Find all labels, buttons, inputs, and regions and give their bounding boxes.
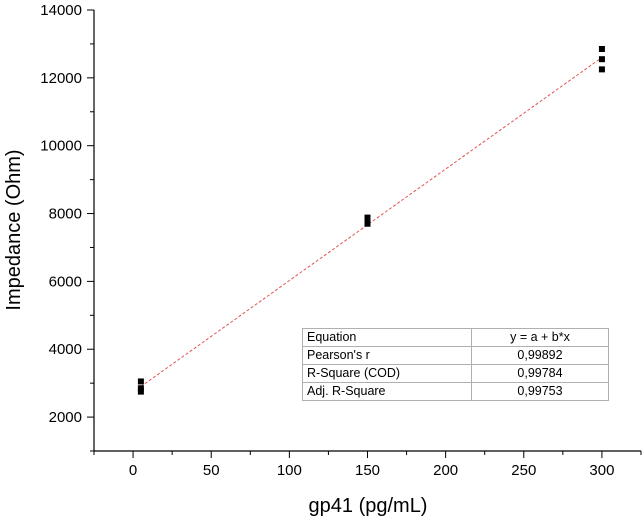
- data-points: [137, 46, 605, 395]
- x-tick-label: 250: [511, 462, 536, 479]
- x-tick-label: 100: [277, 462, 302, 479]
- stat-key: Equation: [302, 328, 472, 347]
- axes: [87, 9, 642, 458]
- fit-line-group: [140, 57, 603, 387]
- x-tick-label: 50: [203, 462, 220, 479]
- data-point: [598, 56, 605, 63]
- x-tick-label: 0: [129, 462, 137, 479]
- stat-value: 0,99892: [471, 346, 609, 365]
- x-axis-label: gp41 (pg/mL): [309, 495, 428, 517]
- data-point: [598, 46, 605, 53]
- y-tick-label: 6000: [49, 273, 82, 290]
- table-row: R-Square (COD) 0,99784: [302, 364, 609, 383]
- data-point: [137, 378, 144, 385]
- y-tick-label: 4000: [49, 341, 82, 358]
- data-point: [598, 66, 605, 73]
- data-point: [364, 220, 371, 227]
- stat-key: R-Square (COD): [302, 364, 472, 383]
- stat-value: y = a + b*x: [471, 328, 609, 347]
- x-tick-label: 300: [589, 462, 614, 479]
- data-point: [137, 385, 144, 392]
- table-row: Equation y = a + b*x: [302, 328, 609, 347]
- tick-labels: 0 50 100 150 200 250 300 2000 4000 6000 8000 10000 1…: [40, 2, 614, 479]
- x-tick-label: 200: [433, 462, 458, 479]
- y-tick-label: 14000: [40, 2, 82, 19]
- y-tick-label: 8000: [49, 206, 82, 223]
- fit-line: [140, 57, 603, 387]
- table-row: Pearson's r 0,99892: [302, 346, 609, 365]
- stat-key: Adj. R-Square: [302, 382, 472, 401]
- x-tick-label: 150: [355, 462, 380, 479]
- stat-value: 0,99784: [471, 364, 609, 383]
- y-tick-label: 12000: [40, 70, 82, 87]
- regression-stats-table: Equation y = a + b*x Pearson's r 0,99892…: [302, 328, 609, 401]
- data-point: [364, 214, 371, 221]
- y-tick-label: 10000: [40, 138, 82, 155]
- data-point: [137, 388, 144, 395]
- table-row: Adj. R-Square 0,99753: [302, 382, 609, 401]
- stat-key: Pearson's r: [302, 346, 472, 365]
- y-tick-label: 2000: [49, 409, 82, 426]
- stat-value: 0,99753: [471, 382, 609, 401]
- y-axis-label: Impedance (Ohm): [3, 149, 25, 310]
